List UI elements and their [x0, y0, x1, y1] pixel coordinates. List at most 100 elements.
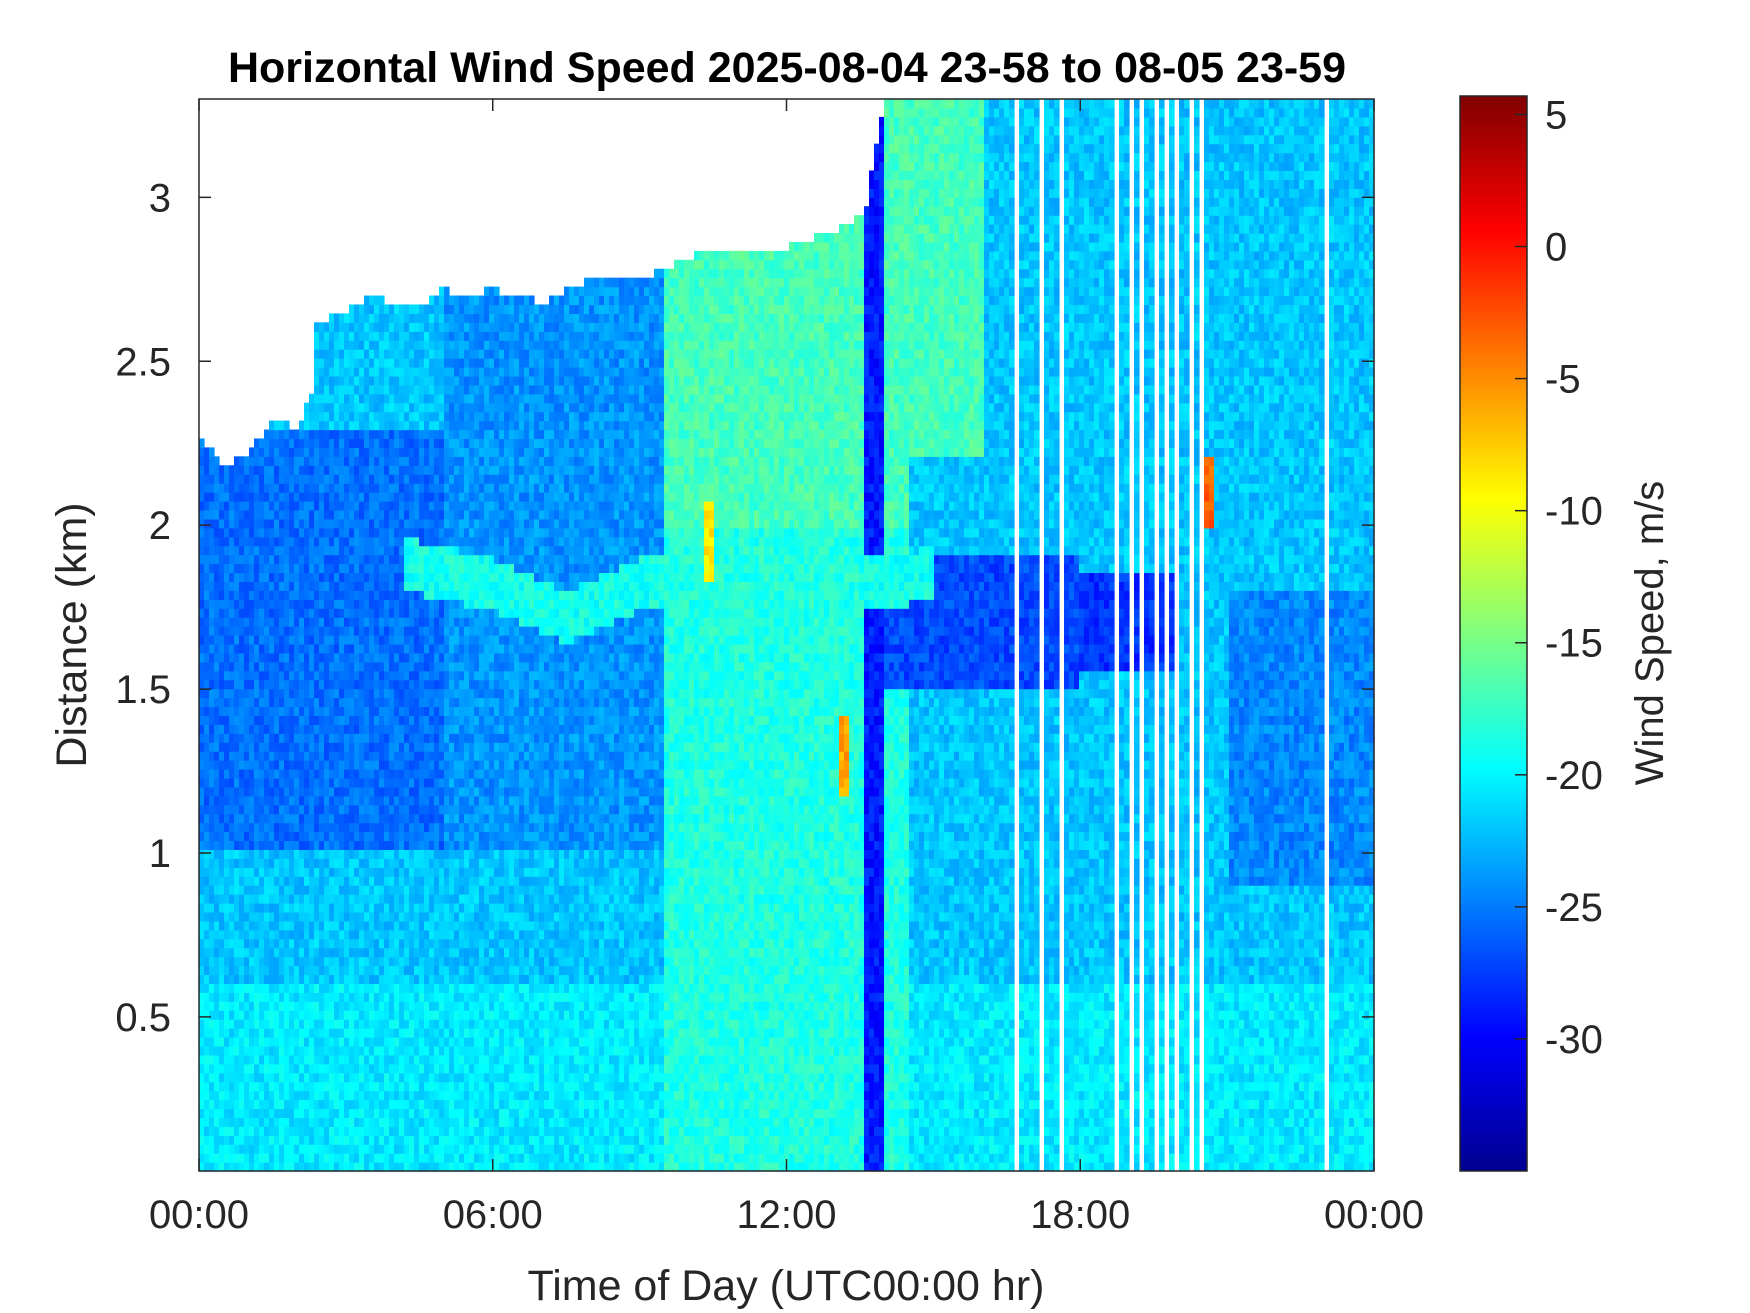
heatmap-cell [254, 1001, 260, 1011]
heatmap-cell [254, 661, 260, 672]
heatmap-cell [234, 465, 240, 475]
heatmap-cell [224, 786, 230, 797]
heatmap-cell [244, 661, 250, 672]
heatmap-cell [299, 903, 305, 913]
heatmap-cell [414, 751, 420, 761]
heatmap-cell [224, 1081, 230, 1092]
heatmap-cell [294, 509, 300, 520]
heatmap-cell [224, 867, 230, 877]
heatmap-cell [409, 769, 415, 779]
heatmap-cell [434, 885, 440, 895]
heatmap-cell [214, 1162, 220, 1172]
heatmap-cell [459, 483, 465, 493]
heatmap-cell [209, 1063, 215, 1074]
heatmap-cell [344, 349, 350, 359]
heatmap-cell [459, 465, 465, 475]
heatmap-cell [294, 492, 300, 502]
heatmap-cell [439, 518, 445, 529]
heatmap-cell [199, 1072, 205, 1083]
heatmap-cell [384, 1108, 390, 1118]
heatmap-cell [284, 688, 290, 699]
heatmap-cell [429, 804, 435, 815]
heatmap-cell [404, 1028, 410, 1038]
heatmap-cell [344, 340, 350, 350]
heatmap-cell [374, 777, 380, 788]
heatmap-cell [219, 527, 225, 538]
heatmap-cell [219, 679, 225, 690]
heatmap-cell [349, 367, 355, 377]
heatmap-cell [314, 876, 320, 886]
heatmap-cell [419, 393, 425, 404]
heatmap-cell [254, 777, 260, 788]
heatmap-cell [459, 1090, 465, 1101]
heatmap-cell [374, 840, 380, 850]
heatmap-cell [229, 777, 235, 788]
heatmap-cell [429, 760, 435, 770]
heatmap-cell [334, 733, 340, 743]
heatmap-cell [379, 349, 385, 359]
heatmap-cell [444, 563, 450, 574]
heatmap-cell [324, 465, 330, 475]
heatmap-cell [359, 1126, 365, 1136]
heatmap-cell [379, 402, 385, 413]
heatmap-cell [294, 1135, 300, 1145]
heatmap-cell [344, 670, 350, 681]
heatmap-cell [274, 1063, 280, 1074]
heatmap-cell [449, 599, 455, 609]
heatmap-cell [214, 688, 220, 699]
heatmap-cell [434, 1153, 440, 1163]
heatmap-cell [314, 911, 320, 922]
heatmap-cell [299, 599, 305, 609]
heatmap-cell [339, 545, 345, 556]
heatmap-cell [364, 340, 370, 350]
heatmap-cell [294, 795, 300, 806]
heatmap-cell [469, 813, 475, 824]
heatmap-cell [334, 420, 340, 431]
heatmap-cell [264, 840, 270, 850]
heatmap-cell [449, 831, 455, 842]
heatmap-cell [424, 483, 430, 493]
heatmap-cell [304, 965, 310, 976]
heatmap-cell [449, 509, 455, 520]
heatmap-cell [294, 983, 300, 993]
heatmap-cell [264, 786, 270, 797]
heatmap-cell [469, 635, 475, 645]
heatmap-cell [424, 911, 430, 922]
heatmap-cell [379, 554, 385, 565]
heatmap-cell [434, 706, 440, 716]
heatmap-cell [234, 885, 240, 895]
heatmap-cell [284, 938, 290, 949]
heatmap-cell [339, 867, 345, 877]
heatmap-cell [464, 340, 470, 350]
heatmap-cell [469, 313, 475, 323]
heatmap-cell [329, 706, 335, 716]
heatmap-cell [269, 456, 275, 466]
heatmap-cell [374, 1028, 380, 1038]
heatmap-cell [334, 331, 340, 341]
heatmap-cell [344, 706, 350, 716]
heatmap-cell [394, 483, 400, 493]
heatmap-cell [289, 509, 295, 520]
heatmap-cell [239, 983, 245, 993]
heatmap-cell [249, 509, 255, 520]
heatmap-cell [369, 661, 375, 672]
heatmap-cell [464, 554, 470, 565]
heatmap-cell [284, 599, 290, 609]
heatmap-cell [409, 661, 415, 672]
heatmap-cell [409, 652, 415, 663]
heatmap-cell [259, 1117, 265, 1127]
heatmap-cell [384, 429, 390, 440]
heatmap-cell [454, 1099, 460, 1110]
heatmap-cell [244, 742, 250, 752]
heatmap-cell [374, 465, 380, 475]
heatmap-cell [324, 947, 330, 958]
heatmap-cell [454, 992, 460, 1002]
heatmap-cell [294, 974, 300, 984]
heatmap-cell [429, 1063, 435, 1074]
heatmap-cell [409, 1126, 415, 1136]
heatmap-cell [199, 1099, 205, 1110]
heatmap-cell [459, 885, 465, 895]
heatmap-cell [209, 554, 215, 565]
heatmap-cell [424, 358, 430, 368]
heatmap-cell [409, 670, 415, 681]
